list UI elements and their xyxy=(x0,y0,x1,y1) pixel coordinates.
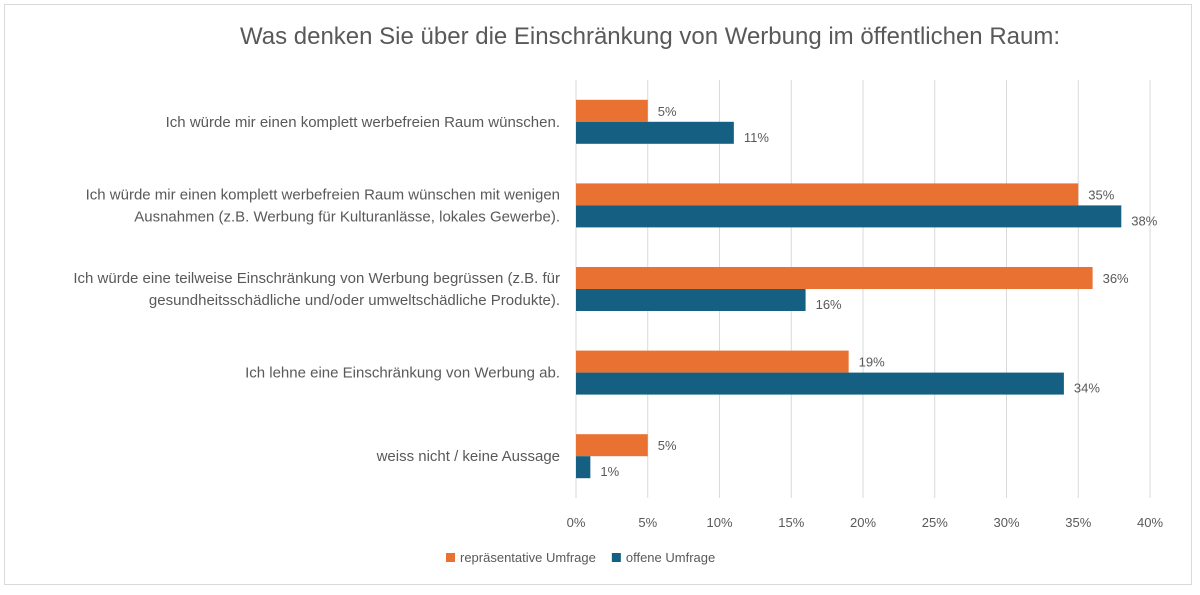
chart-title: Was denken Sie über die Einschränkung vo… xyxy=(240,23,1060,50)
bar-repraesentative xyxy=(576,99,648,122)
x-tick-label: 5% xyxy=(638,515,657,530)
bar-offene xyxy=(576,289,806,311)
x-axis-ticks: 0% 5% 10% 15% 20% 25% 30% 35% 40% xyxy=(567,515,1164,530)
data-label: 5% xyxy=(658,104,677,119)
data-label: 16% xyxy=(816,297,842,312)
data-label: 5% xyxy=(658,438,677,453)
bar-offene xyxy=(576,121,734,144)
x-tick-label: 10% xyxy=(706,515,732,530)
data-label: 38% xyxy=(1131,213,1157,228)
x-tick-label: 25% xyxy=(922,515,948,530)
category-label: Ausnahmen (z.B. Werbung für Kulturanläss… xyxy=(134,208,560,225)
bar-offene xyxy=(576,205,1122,228)
x-tick-label: 30% xyxy=(993,515,1019,530)
legend-swatch xyxy=(446,553,455,562)
category-label: weiss nicht / keine Aussage xyxy=(376,448,560,465)
data-label: 36% xyxy=(1103,271,1129,286)
category-label: Ich würde mir einen komplett werbefreien… xyxy=(86,186,560,203)
category-label: Ich würde eine teilweise Einschränkung v… xyxy=(73,270,560,287)
category-label: Ich lehne eine Einschränkung von Werbung… xyxy=(245,365,560,382)
category-label: gesundheitsschädliche und/oder umweltsch… xyxy=(149,292,560,309)
x-tick-label: 0% xyxy=(567,515,586,530)
category-labels: Ich würde mir einen komplett werbefreien… xyxy=(73,114,560,465)
x-tick-label: 40% xyxy=(1137,515,1163,530)
category-label: Ich würde mir einen komplett werbefreien… xyxy=(166,114,560,131)
bars: 5% 11% 35% 38% 36% 16% 19% 34% 5% 1% xyxy=(576,99,1158,479)
bar-repraesentative xyxy=(576,183,1079,206)
bar-repraesentative xyxy=(576,434,648,457)
legend: repräsentative Umfrage offene Umfrage xyxy=(446,550,715,565)
x-tick-label: 20% xyxy=(850,515,876,530)
data-label: 34% xyxy=(1074,381,1100,396)
legend-label: offene Umfrage xyxy=(626,550,715,565)
legend-label: repräsentative Umfrage xyxy=(460,550,596,565)
data-label: 11% xyxy=(744,130,769,145)
bar-repraesentative xyxy=(576,267,1093,289)
bar-repraesentative xyxy=(576,350,849,373)
data-label: 19% xyxy=(859,355,885,370)
data-label: 35% xyxy=(1088,187,1114,202)
legend-swatch xyxy=(611,553,621,562)
x-tick-label: 15% xyxy=(778,515,804,530)
bar-offene xyxy=(576,372,1064,395)
x-tick-label: 35% xyxy=(1065,515,1091,530)
bar-offene xyxy=(576,456,591,479)
data-label: 1% xyxy=(600,464,619,479)
